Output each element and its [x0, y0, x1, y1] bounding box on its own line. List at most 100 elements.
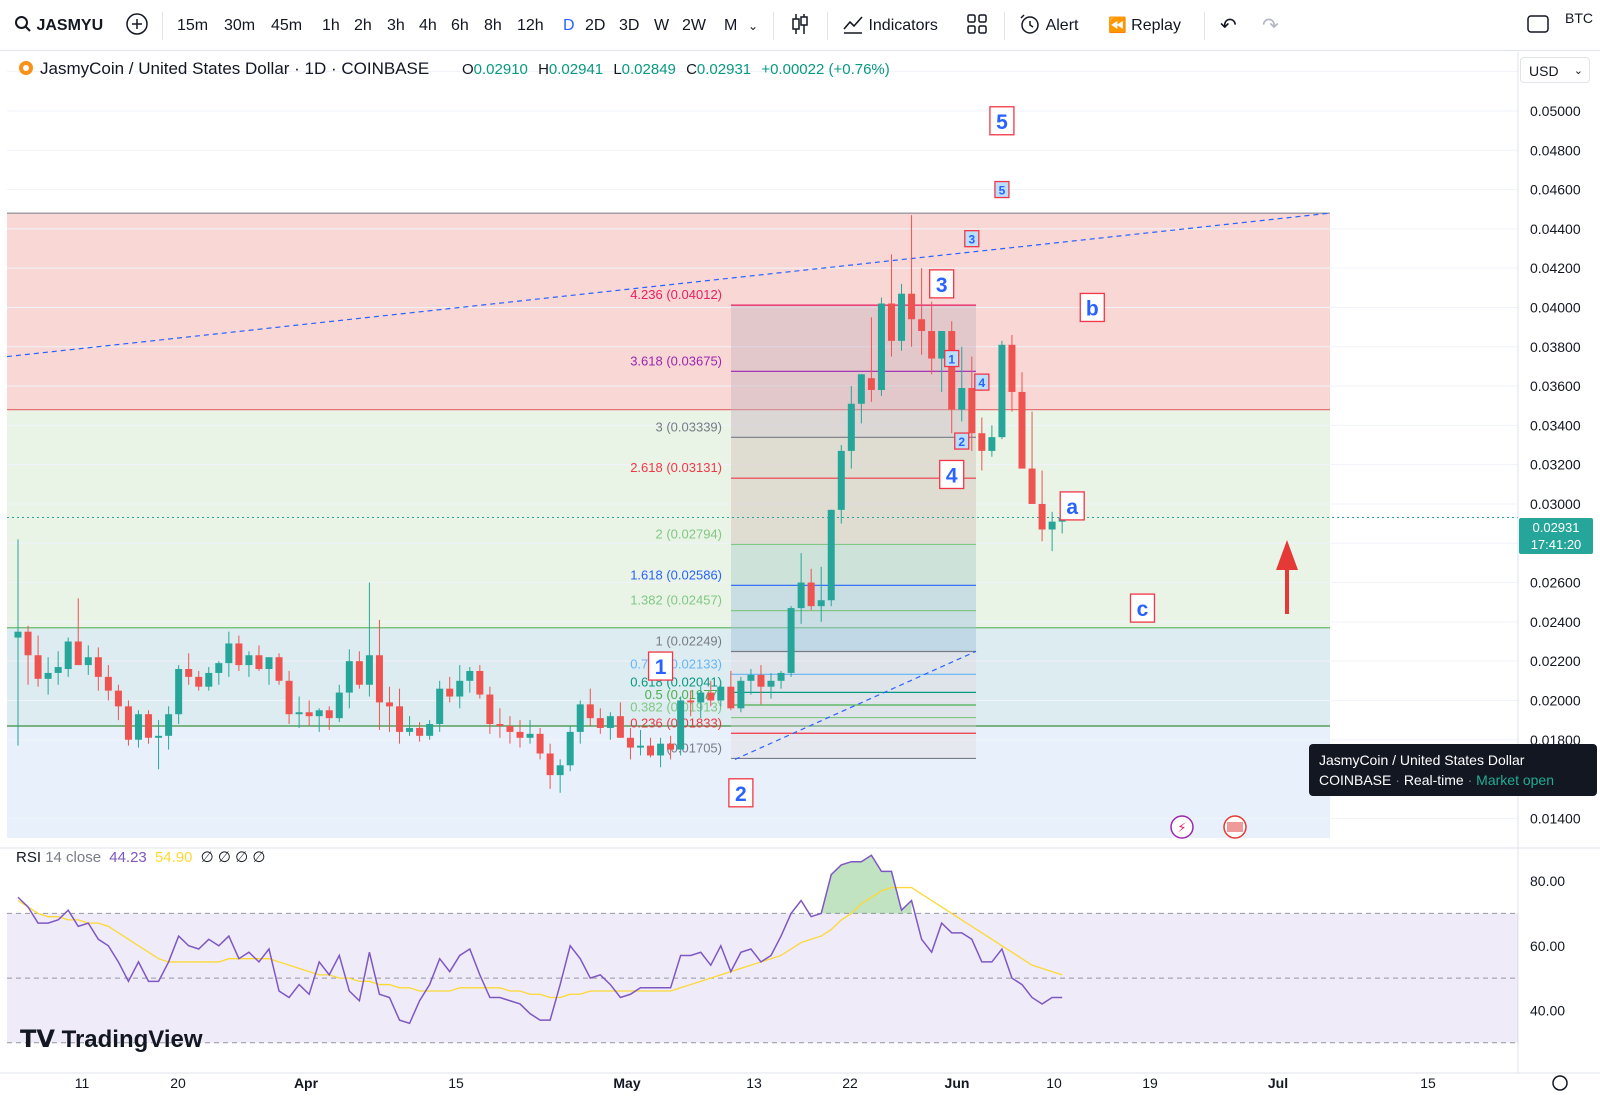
candle-body	[948, 331, 956, 410]
alarm-clock-icon	[1020, 14, 1039, 34]
candle-body	[626, 737, 634, 748]
time-tick: 15	[448, 1075, 464, 1091]
candle-body	[787, 608, 795, 673]
candle-body	[747, 674, 755, 681]
candle-body	[406, 727, 414, 732]
wave-label-box	[1059, 491, 1085, 521]
interval-W[interactable]: W	[654, 17, 670, 34]
candle-body	[134, 714, 142, 740]
price-tick: 0.03600	[1530, 378, 1581, 394]
rsi-ma-value: 54.90	[154, 849, 193, 866]
interval-30m[interactable]: 30m	[224, 17, 256, 34]
undo-button[interactable]: ↶	[1220, 0, 1237, 50]
indicators-button[interactable]: Indicators	[842, 0, 938, 50]
tooltip-title: JasmyCoin / United States Dollar	[1319, 752, 1525, 768]
price-tick: 0.02600	[1530, 575, 1581, 591]
interval-3h[interactable]: 3h	[387, 17, 405, 34]
interval-2h[interactable]: 2h	[354, 17, 372, 34]
layouts-button[interactable]	[966, 0, 988, 50]
candle-body	[596, 718, 604, 728]
replay-button[interactable]: ⏪ Replay	[1108, 0, 1181, 50]
interval-45m[interactable]: 45m	[271, 17, 303, 34]
candle-body	[998, 344, 1006, 438]
chart-type-button[interactable]	[790, 0, 810, 50]
interval-15m[interactable]: 15m	[177, 17, 209, 34]
interval-D[interactable]: D	[563, 17, 575, 34]
fib-label: 4.236 (0.04012)	[630, 287, 722, 302]
price-tick: 0.05000	[1530, 103, 1581, 119]
rsi-overbought-fill	[811, 855, 912, 914]
price-tick: 0.02000	[1530, 692, 1581, 708]
candle-body	[636, 745, 644, 748]
wave-label: 1	[948, 353, 955, 367]
tradingview-logo[interactable]: 𝗧𝗩 TradingView	[20, 1025, 203, 1054]
wave-label-box	[954, 432, 970, 450]
redo-button[interactable]: ↷	[1262, 0, 1279, 50]
lightning-icon	[1170, 815, 1194, 839]
wave-label: 2	[958, 435, 965, 449]
rsi-params: 14 close	[45, 849, 102, 866]
candle-body	[1028, 468, 1036, 504]
interval-1h[interactable]: 1h	[322, 17, 340, 34]
candle-body	[988, 437, 996, 451]
candle-body	[667, 743, 675, 750]
candle-body	[205, 672, 213, 687]
interval-8h[interactable]: 8h	[484, 17, 502, 34]
wave-label-box	[989, 106, 1015, 136]
candle-body	[576, 704, 584, 732]
rsi-extra: ∅ ∅ ∅ ∅	[200, 849, 266, 866]
candle-body	[707, 692, 715, 701]
candle-body	[657, 743, 665, 756]
candle-body	[114, 690, 122, 707]
interval-2W[interactable]: 2W	[682, 17, 706, 34]
candle-body	[898, 293, 906, 341]
candle-body	[155, 735, 163, 738]
symbol-search[interactable]: JASMYU	[14, 0, 103, 50]
candle-body	[767, 680, 775, 687]
time-tick: Apr	[294, 1075, 319, 1091]
alert-button[interactable]: Alert	[1018, 0, 1078, 50]
btc-label[interactable]: BTC	[1565, 10, 1593, 26]
interval-M[interactable]: M	[724, 17, 738, 34]
compare-button[interactable]	[125, 0, 149, 50]
interval-2D[interactable]: 2D	[585, 17, 606, 34]
candle-body	[355, 661, 363, 685]
candles-icon	[792, 14, 808, 34]
lightning-icon-glyph: ⚡	[1177, 820, 1186, 835]
fib-label: (0.01705)	[666, 740, 722, 755]
coin-icon	[19, 61, 33, 75]
candle-body	[857, 374, 865, 404]
candle-body	[606, 716, 614, 728]
fullscreen-button[interactable]	[1527, 0, 1549, 50]
interval-4h[interactable]: 4h	[419, 17, 437, 34]
wave-label: 1	[655, 656, 667, 679]
interval-12h[interactable]: 12h	[517, 17, 544, 34]
rsi-legend[interactable]: RSI 14 close 44.23 54.90 ∅ ∅ ∅ ∅	[16, 848, 265, 866]
wave-label: 3	[968, 233, 975, 247]
wave-label: b	[1086, 297, 1099, 320]
currency-select[interactable]: USD ⌄	[1520, 57, 1590, 83]
candle-body	[958, 388, 966, 410]
interval-3D[interactable]: 3D	[619, 17, 640, 34]
wave-label: 4	[978, 376, 985, 390]
candle-body	[255, 655, 263, 670]
legend-title-text: JasmyCoin / United States Dollar · 1D · …	[40, 59, 430, 78]
candle-body	[928, 331, 936, 359]
candle-body	[34, 655, 42, 679]
price-tick: 0.03800	[1530, 339, 1581, 355]
candle-body	[687, 700, 695, 703]
interval-dropdown[interactable]: ⌄	[748, 19, 759, 33]
zone-rect	[7, 409, 1330, 628]
separator	[773, 12, 774, 40]
wave-label: 3	[936, 274, 948, 297]
candle-body	[365, 655, 373, 685]
wave-label-box	[939, 459, 965, 490]
interval-6h[interactable]: 6h	[451, 17, 469, 34]
candle-body	[215, 663, 223, 673]
tooltip-exchange: COINBASE	[1319, 772, 1392, 788]
indicators-icon	[843, 16, 863, 34]
indicators-label: Indicators	[868, 17, 938, 34]
alert-label: Alert	[1045, 17, 1079, 34]
candle-body	[807, 582, 815, 607]
